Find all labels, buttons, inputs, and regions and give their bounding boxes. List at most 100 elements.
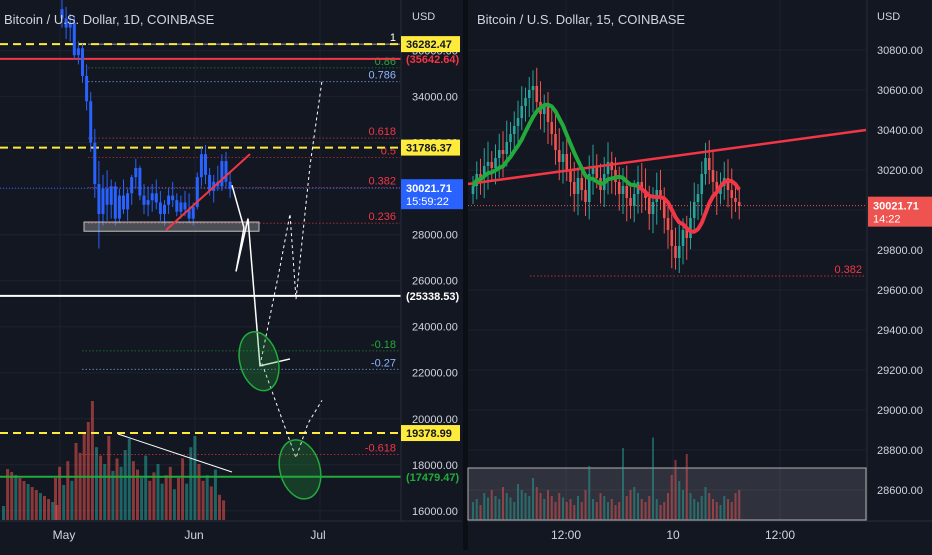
right-volume-bar: [554, 502, 557, 520]
right-candle-body: [535, 86, 539, 102]
right-chart-pane[interactable]: 0.382 Bitcoin / U.S. Dollar, 15, COINBAS…: [467, 0, 867, 521]
right-y-tick-label: 29600.00: [877, 285, 923, 297]
right-candle-body: [516, 118, 520, 126]
right-candle-body: [565, 154, 569, 170]
right-candle-body: [471, 186, 475, 194]
right-volume-bar: [520, 490, 523, 520]
left-volume-bar: [90, 401, 94, 520]
right-y-tick-label: 28600.00: [877, 485, 923, 497]
right-volume-bar: [667, 493, 669, 520]
left-volume-bar: [201, 480, 205, 520]
left-candle-body: [146, 200, 150, 205]
left-fib-label: -0.27: [371, 357, 396, 369]
left-candle-body: [199, 154, 203, 178]
left-fib-label: 0.5: [381, 146, 396, 158]
right-volume-bar: [708, 493, 711, 520]
right-candle-body: [625, 186, 629, 198]
left-level-tag: (17479.47): [406, 472, 460, 484]
left-volume-bar: [222, 500, 226, 520]
right-y-tick-label: 28800.00: [877, 445, 923, 457]
right-x-tick-label: 10: [666, 528, 680, 542]
right-volume-bar: [592, 499, 594, 520]
right-candle-body: [494, 158, 497, 168]
left-volume-bar: [22, 481, 26, 520]
right-volume-bar: [670, 475, 673, 520]
left-candle-body: [224, 161, 228, 182]
left-volume-bar: [164, 475, 168, 520]
right-chart-title: Bitcoin / U.S. Dollar, 15, COINBASE: [477, 12, 685, 27]
left-volume-bar: [58, 466, 62, 520]
left-candle-body: [122, 195, 125, 210]
right-volume-bar: [723, 496, 726, 520]
left-y-tick-label: 16000.00: [412, 506, 458, 518]
left-countdown: 15:59:22: [406, 196, 449, 208]
right-countdown: 14:22: [873, 214, 901, 226]
left-candle-body: [220, 161, 224, 187]
right-time-axis[interactable]: 12:00 10 12:00: [468, 520, 932, 550]
pane-divider[interactable]: [463, 0, 468, 550]
left-candle-body: [171, 195, 175, 201]
right-volume-bar: [569, 499, 572, 520]
left-volume-bar: [213, 469, 217, 520]
left-volume-bar: [26, 484, 30, 520]
right-volume-bar: [637, 493, 639, 520]
right-volume-bar: [490, 490, 493, 520]
right-volume-bar: [502, 487, 504, 520]
left-candle-body: [158, 202, 162, 214]
right-volume-bar: [475, 499, 478, 520]
right-candle-body: [587, 174, 591, 202]
left-horizontal-levels: [0, 43, 401, 478]
right-candle-body: [512, 126, 516, 134]
right-candle-body: [584, 190, 587, 202]
right-volume-bar: [524, 493, 527, 520]
right-candle-body: [554, 134, 557, 150]
left-volume-bar: [144, 455, 148, 520]
left-candle-body: [187, 209, 191, 219]
left-volume-bar: [168, 466, 172, 520]
left-volume-bar: [2, 506, 5, 520]
right-volume-bar: [509, 497, 512, 520]
right-candle-body: [509, 134, 512, 142]
right-fib-label: 0.382: [834, 264, 862, 276]
right-volume-bar: [648, 496, 651, 520]
right-volume-bar: [610, 499, 613, 520]
left-candle-body: [142, 195, 146, 205]
right-fib-levels: 0.382: [530, 264, 866, 277]
left-volume-bar: [107, 436, 111, 520]
left-chart-pane[interactable]: 1 0.86 0.786 0.618 0.5 0.382 0.236 -0.18 -0.27 -0…: [0, 0, 401, 520]
right-candle-body: [505, 142, 509, 154]
right-volume-bar: [618, 502, 621, 520]
right-volume-bar: [704, 487, 707, 520]
right-volume-bar: [655, 499, 658, 520]
left-price-axis[interactable]: USD 16000.00 18000.00 20000.00 22000.00 2400…: [401, 11, 463, 518]
right-candle-body: [542, 106, 546, 114]
left-x-tick-label: Jul: [310, 528, 325, 542]
right-candle-body: [659, 190, 662, 198]
volume-divergence-arrow: [117, 433, 233, 473]
right-volume-bar: [547, 490, 549, 520]
right-candle-body: [546, 106, 550, 122]
left-candle-body: [167, 195, 171, 205]
right-y-tick-label: 29800.00: [877, 245, 923, 257]
right-candle-body: [730, 190, 734, 198]
right-candle-body: [689, 218, 692, 238]
left-volume-bar: [6, 469, 10, 520]
left-last-price-tag-bg: [401, 179, 463, 210]
right-volume-bar: [599, 493, 602, 520]
left-level-tag: (25338.53): [406, 291, 460, 303]
left-volume-bar: [70, 480, 74, 520]
right-volume-bar: [697, 502, 699, 520]
left-volume-bar: [136, 469, 139, 520]
left-y-tick-label: 34000.00: [412, 92, 458, 104]
left-candle-body: [130, 177, 134, 194]
left-time-axis[interactable]: May Jun Jul: [0, 520, 462, 550]
right-last-price-tag: 30021.71: [873, 201, 919, 213]
right-candle-body: [479, 174, 482, 178]
left-fib-label: 1: [390, 32, 396, 44]
right-volume-bar: [640, 499, 643, 520]
left-y-tick-label: 28000.00: [412, 230, 458, 242]
right-candle-body: [591, 166, 595, 174]
right-price-axis[interactable]: USD 28600.00 28800.00 29000.00 29200.00 2940…: [868, 11, 932, 497]
left-candle-body: [228, 181, 232, 189]
left-volume-bar: [43, 496, 46, 520]
